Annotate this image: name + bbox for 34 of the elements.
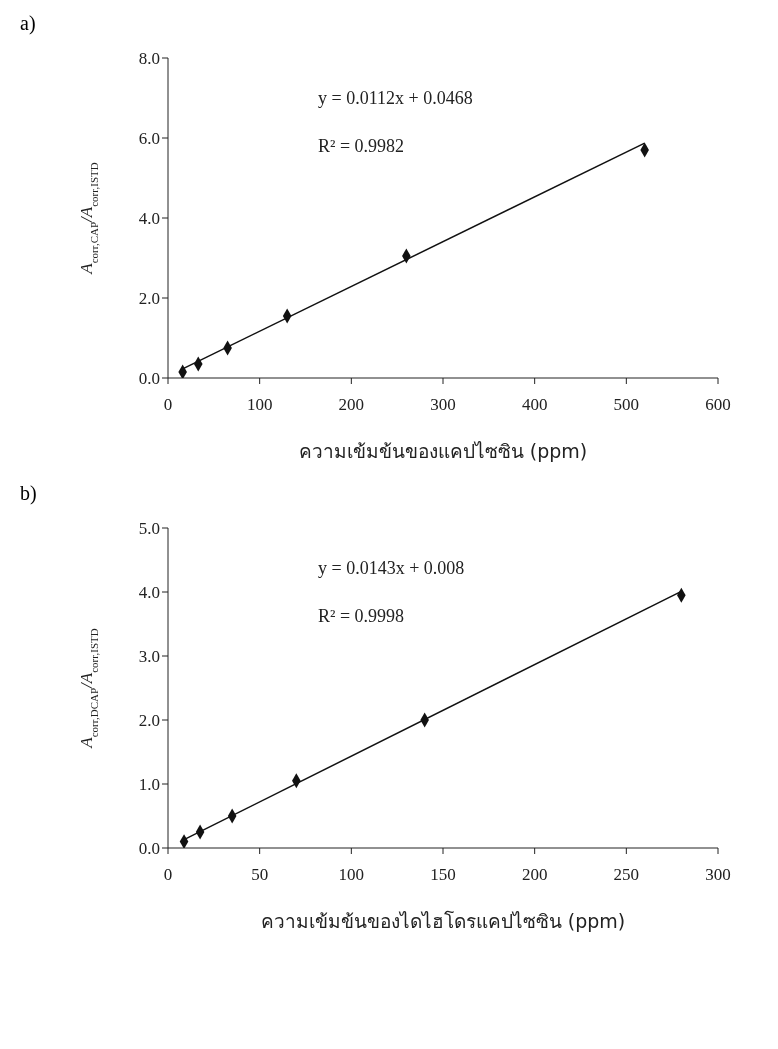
annotation: R² = 0.9998 (318, 606, 405, 627)
chart-title: b) (20, 482, 37, 505)
x-tick-label: 300 (430, 395, 456, 415)
point (179, 834, 189, 848)
x-tick-label: 200 (521, 865, 548, 885)
annotation: y = 0.0143x + 0.008 (318, 558, 465, 579)
x-tick-label: 250 (613, 865, 640, 885)
y-tick-label: 2.0 (138, 711, 160, 731)
x-tick-label: 150 (430, 865, 456, 885)
annotation: y = 0.0112x + 0.0468 (318, 88, 473, 109)
x-tick-label: 600 (705, 395, 731, 415)
y-tick-label: 3.0 (138, 647, 160, 667)
y-tick-label: 1.0 (138, 775, 160, 795)
y-tick-label: 2.0 (138, 289, 160, 309)
y-tick-label: 6.0 (138, 129, 160, 149)
chart-title: a) (20, 12, 36, 35)
y-tick-label: 0.0 (138, 369, 160, 389)
x-tick-label: 300 (705, 865, 731, 885)
y-tick-label: 0.0 (138, 839, 160, 859)
x-tick-label: 200 (338, 395, 365, 415)
y-tick-label: 4.0 (138, 583, 160, 603)
x-tick-label: 500 (613, 395, 640, 415)
y-tick-label: 4.0 (138, 209, 160, 229)
y-tick-label: 5.0 (138, 519, 160, 539)
x-tick-label: 0 (163, 395, 173, 415)
x-tick-label: 100 (246, 395, 273, 415)
x-axis-title: ความเข้มข้นของไดไฮโดรแคปไซซิน (ppm) (260, 910, 626, 932)
x-tick-label: 0 (163, 865, 173, 885)
x-tick-label: 50 (251, 865, 269, 885)
y-tick-label: 8.0 (138, 49, 160, 69)
x-axis-title: ความเข้มข้นของแคปไซซิน (ppm) (298, 440, 588, 462)
x-tick-label: 100 (338, 865, 365, 885)
annotation: R² = 0.9982 (318, 136, 405, 157)
x-tick-label: 400 (521, 395, 548, 415)
